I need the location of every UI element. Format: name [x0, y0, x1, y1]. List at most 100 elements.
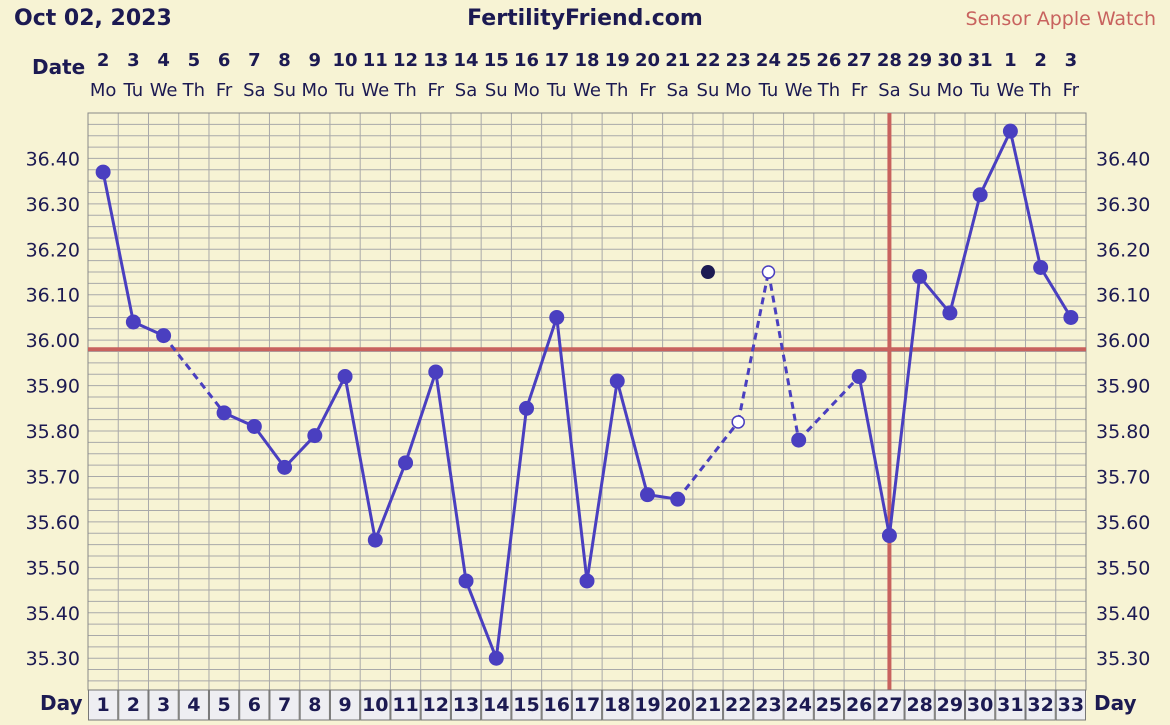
date-label: 2 [97, 50, 110, 71]
temperature-point [942, 305, 958, 321]
day-cell [1025, 689, 1056, 721]
temperature-point [761, 265, 776, 279]
weekday-label: Tu [546, 80, 567, 101]
series-segment [434, 371, 468, 582]
weekday-label: Th [605, 80, 628, 101]
date-label: 7 [248, 50, 261, 71]
temperature-point [458, 573, 474, 589]
date-label: 3 [1065, 50, 1078, 71]
site-title: FertilityFriend.com [467, 6, 703, 31]
weekday-label: Su [697, 80, 720, 101]
temperature-series [95, 123, 1079, 666]
date-label: 30 [937, 50, 962, 71]
day-number: 27 [876, 694, 902, 716]
weekday-label: Fr [639, 80, 656, 101]
day-cell [723, 689, 754, 721]
date-label: 11 [363, 50, 388, 71]
temperature-point [972, 187, 988, 203]
temperature-point [216, 405, 232, 421]
day-number: 11 [392, 694, 418, 716]
day-row-label-right: Day [1094, 691, 1137, 715]
weekday-label: Fr [428, 80, 445, 101]
date-label: 16 [514, 50, 539, 71]
day-number: 4 [187, 694, 200, 716]
day-number: 14 [483, 694, 509, 716]
temperature-point [246, 418, 262, 434]
date-label: 23 [726, 50, 751, 71]
y-tick-label-left: 36.30 [26, 194, 80, 216]
date-label: 22 [695, 50, 720, 71]
weekday-label: Mo [937, 80, 964, 101]
temperature-point [488, 650, 504, 666]
series-segment [736, 271, 770, 423]
temperature-point [579, 573, 595, 589]
day-number: 12 [423, 694, 449, 716]
y-tick-label-right: 35.40 [1096, 603, 1150, 625]
temperature-point [519, 400, 535, 416]
day-cell [118, 689, 149, 721]
series-segment [676, 421, 740, 501]
weekday-label: Fr [1063, 80, 1080, 101]
day-cell [269, 689, 300, 721]
date-label: 17 [544, 50, 569, 71]
day-number: 28 [906, 694, 932, 716]
weekday-label: Th [182, 80, 205, 101]
day-cell [481, 689, 512, 721]
weekday-label: Su [908, 80, 931, 101]
day-cell [571, 689, 603, 721]
date-label: 21 [665, 50, 690, 71]
series-segment [585, 380, 619, 582]
day-number: 2 [127, 694, 140, 716]
day-number: 3 [157, 694, 170, 716]
day-number: 25 [816, 694, 842, 716]
temperature-point [337, 369, 353, 385]
series-segment [343, 376, 377, 541]
temperature-point [639, 487, 655, 503]
temperature-point [609, 373, 625, 389]
series-segment [525, 316, 559, 409]
day-cell [602, 689, 633, 721]
series-segment [494, 408, 529, 659]
series-segment [857, 376, 891, 536]
weekday-label: Mo [513, 80, 540, 101]
date-label: 10 [333, 50, 358, 71]
temperature-point [156, 328, 172, 344]
day-number: 29 [937, 694, 963, 716]
y-tick-label-right: 36.10 [1096, 285, 1150, 307]
y-tick-label-right: 35.80 [1096, 421, 1150, 443]
date-label: 5 [188, 50, 201, 71]
day-number: 8 [308, 694, 321, 716]
axes: 35.30 35.30 35.40 35.40 35.50 35.50 35.60 35.60… [26, 50, 1150, 721]
plot-area [88, 113, 1086, 690]
date-row-label: Date [32, 55, 85, 79]
day-number: 22 [725, 694, 751, 716]
day-cell [662, 689, 693, 721]
temperature-point [398, 455, 414, 471]
date-label: 1 [1004, 50, 1017, 71]
day-cell [934, 689, 966, 721]
temperature-point [912, 269, 928, 285]
date-label: 9 [309, 50, 322, 71]
sensor-label: Sensor Apple Watch [965, 8, 1156, 30]
day-cell [995, 689, 1026, 721]
weekday-label: We [996, 80, 1024, 101]
day-number: 21 [695, 694, 721, 716]
date-label: 24 [756, 50, 781, 71]
y-tick-label-right: 35.60 [1096, 512, 1150, 534]
date-label: 31 [968, 50, 993, 71]
series-segment [464, 580, 498, 659]
chart-date: Oct 02, 2023 [14, 6, 172, 31]
day-cell [178, 689, 209, 721]
day-cell [329, 689, 361, 721]
day-number: 17 [574, 694, 600, 716]
weekday-label: We [573, 80, 601, 101]
temperature-point [731, 415, 745, 429]
day-number: 7 [278, 694, 291, 716]
weekday-label: Fr [216, 80, 233, 101]
weekday-label: Su [485, 80, 508, 101]
day-number: 10 [362, 694, 388, 716]
day-cell [965, 689, 996, 721]
date-label: 25 [786, 50, 811, 71]
date-label: 19 [605, 50, 630, 71]
